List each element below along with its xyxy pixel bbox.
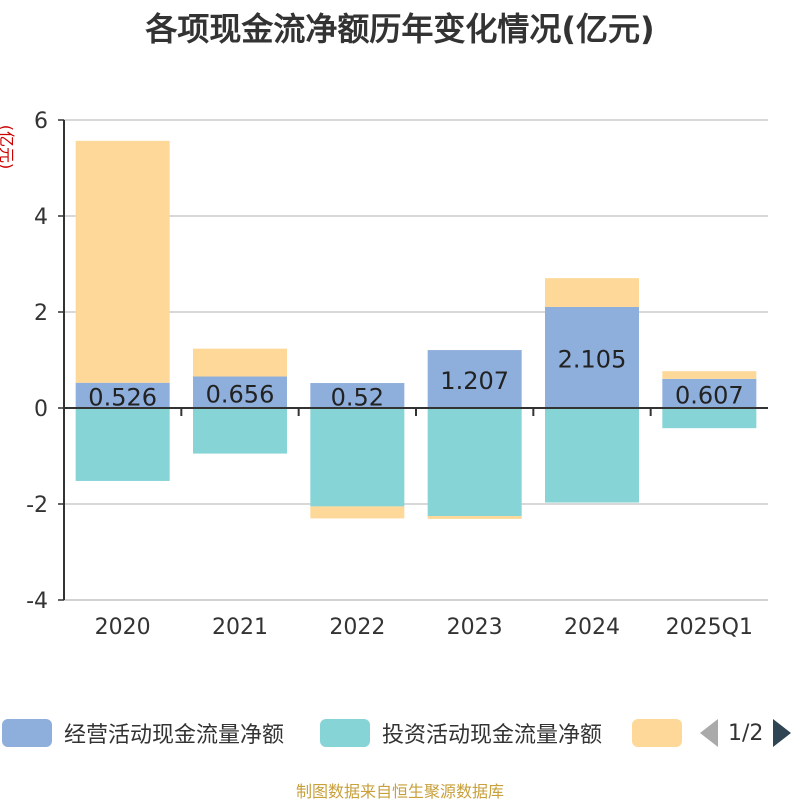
bar-series-1	[545, 408, 639, 503]
bar-series-2	[662, 371, 757, 379]
legend-item-financing[interactable]	[632, 718, 682, 748]
bar-series-0	[75, 382, 170, 408]
legend-prev-icon[interactable]	[700, 719, 718, 747]
legend-pager: 1/2	[700, 718, 792, 748]
legend-label-operating: 经营活动现金流量净额	[64, 723, 285, 748]
bar-series-2	[193, 348, 287, 377]
legend-label-investing: 投资活动现金流量净额	[382, 723, 603, 748]
bar-series-1	[75, 408, 170, 481]
y-tick-label: 0	[34, 397, 48, 422]
legend-swatch-financing	[632, 719, 682, 747]
data-source-note: 制图数据来自恒生聚源数据库	[295, 782, 504, 801]
data-label: 0.52	[331, 384, 384, 412]
bar-series-0	[310, 383, 405, 408]
x-tick-label: 2020	[95, 615, 151, 640]
x-tick-label: 2023	[447, 615, 503, 640]
data-label: 0.607	[675, 381, 744, 409]
bar-series-2	[427, 516, 522, 519]
x-tick-label: 2022	[329, 615, 385, 640]
bar-series-0	[193, 376, 287, 408]
bar-series-1	[427, 408, 522, 516]
x-tick-label: 2024	[564, 615, 620, 640]
legend: 经营活动现金流量净额 投资活动现金流量净额 1/2	[0, 712, 800, 756]
legend-swatch-operating	[2, 719, 52, 747]
y-tick-label: -2	[26, 493, 48, 518]
bar-series-0	[427, 350, 522, 408]
legend-swatch-investing	[320, 719, 370, 747]
bar-series-1	[193, 408, 287, 454]
legend-page-indicator: 1/2	[728, 720, 764, 746]
data-label: 2.105	[558, 345, 627, 373]
y-tick-label: -4	[26, 589, 48, 614]
bar-series-0	[662, 378, 757, 408]
y-tick-label: 2	[34, 301, 48, 326]
data-label: 1.207	[440, 367, 509, 395]
legend-next-icon[interactable]	[773, 719, 792, 747]
bar-series-2	[545, 278, 639, 307]
data-label: 0.526	[88, 383, 157, 411]
data-label: 0.656	[206, 380, 275, 408]
bar-series-0	[545, 306, 639, 408]
legend-item-operating[interactable]: 经营活动现金流量净额	[2, 718, 284, 748]
legend-item-investing[interactable]: 投资活动现金流量净额	[320, 718, 602, 748]
y-tick-label: 6	[34, 109, 48, 134]
x-tick-label: 2021	[212, 615, 268, 640]
bar-chart: -4 -2 0 2 4 6 0.526 2020 0.656 2021 0.52 2022 1.207 2…	[26, 109, 768, 640]
bar-series-2	[310, 506, 405, 519]
y-tick-label: 4	[34, 205, 48, 230]
bar-series-1	[310, 408, 405, 507]
bar-series-2	[75, 140, 170, 383]
chart-title: 各项现金流净额历年变化情况(亿元)	[145, 10, 655, 48]
bar-series-1	[662, 408, 757, 429]
x-tick-label: 2025Q1	[666, 615, 753, 640]
